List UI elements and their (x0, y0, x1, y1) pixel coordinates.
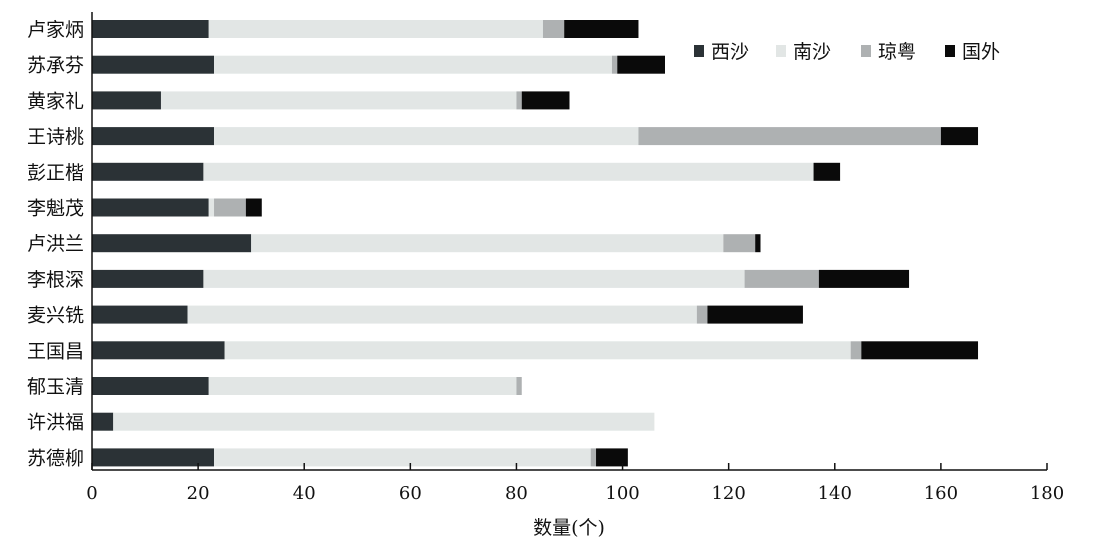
bar-10-segment-3 (850, 341, 862, 360)
category-label: 苏承芬 (27, 55, 84, 77)
bar-9-segment-1 (92, 305, 188, 324)
category-label: 卢洪兰 (27, 233, 84, 255)
category-label: 郁玉清 (27, 376, 84, 398)
bar-4-segment-3 (638, 127, 941, 146)
legend-label: 南沙 (793, 41, 831, 63)
bar-3-segment-2 (160, 91, 517, 110)
category-label: 麦兴铣 (27, 305, 84, 327)
x-tick-label: 120 (711, 483, 745, 504)
x-axis-title: 数量(个) (533, 517, 605, 539)
bar-13-segment-3 (590, 448, 597, 467)
legend-label: 琼粤 (878, 41, 916, 63)
bar-9-segment-4 (707, 305, 803, 324)
bars-layer (92, 20, 979, 467)
x-tick-label: 60 (399, 483, 422, 504)
bar-6-segment-1 (92, 198, 209, 217)
bar-6-segment-4 (245, 198, 262, 217)
category-label: 卢家炳 (27, 19, 84, 41)
bar-4-segment-4 (940, 127, 979, 146)
x-tick-label: 140 (818, 483, 852, 504)
legend-label: 西沙 (711, 41, 749, 63)
bar-7-segment-2 (251, 234, 724, 253)
bar-10-segment-4 (861, 341, 979, 360)
x-tick-label: 160 (924, 483, 958, 504)
x-tick-label: 0 (86, 483, 97, 504)
bar-1-segment-3 (542, 20, 565, 38)
bar-5-segment-4 (813, 162, 841, 181)
bar-13-segment-4 (596, 448, 628, 467)
legend-swatch-4 (945, 45, 955, 57)
bar-4-segment-2 (214, 127, 639, 146)
bar-7-segment-3 (723, 234, 756, 253)
category-label: 黄家礼 (27, 90, 84, 112)
bar-11-segment-2 (208, 377, 517, 395)
axes (91, 12, 1047, 471)
bar-9-segment-2 (187, 305, 697, 324)
bar-1-segment-1 (92, 20, 209, 38)
bar-9-segment-3 (696, 305, 708, 324)
bar-2-segment-1 (92, 55, 215, 74)
category-label: 李魁茂 (27, 198, 84, 220)
category-label: 王诗桃 (27, 126, 84, 148)
bar-2-segment-3 (611, 55, 618, 74)
bar-8-segment-4 (818, 269, 910, 288)
bar-4-segment-1 (92, 127, 215, 146)
bar-3-segment-3 (516, 91, 522, 110)
bar-8-segment-1 (92, 269, 204, 288)
x-ticks: 0 20 40 60 80 100 120 140 160 180 (86, 463, 1064, 504)
category-label: 王国昌 (27, 340, 84, 362)
bar-12-segment-1 (92, 412, 114, 431)
bar-12-segment-2 (113, 412, 655, 431)
bar-5-segment-2 (203, 162, 814, 181)
bar-6-segment-3 (214, 198, 246, 217)
category-label: 许洪福 (27, 412, 84, 434)
bar-11-segment-3 (516, 377, 522, 395)
x-tick-label: 180 (1030, 483, 1064, 504)
category-label: 苏德柳 (27, 447, 84, 469)
legend-swatch-3 (861, 45, 871, 57)
bar-1-segment-2 (208, 20, 543, 38)
category-label: 彭正楷 (27, 162, 84, 184)
x-tick-label: 80 (505, 483, 528, 504)
bar-2-segment-4 (617, 55, 665, 74)
bar-10-segment-2 (224, 341, 851, 360)
bar-7-segment-1 (92, 234, 252, 253)
legend-swatch-1 (694, 45, 704, 57)
bar-3-segment-4 (521, 91, 570, 110)
bar-3-segment-1 (92, 91, 161, 110)
bar-2-segment-2 (214, 55, 612, 74)
bar-13-segment-1 (92, 448, 215, 467)
bar-7-segment-4 (755, 234, 761, 253)
category-label: 李根深 (27, 269, 84, 291)
legend-swatch-2 (776, 45, 786, 57)
bar-1-segment-4 (564, 20, 639, 38)
bar-11-segment-1 (92, 377, 209, 395)
bar-13-segment-2 (214, 448, 591, 467)
bar-5-segment-1 (92, 162, 204, 181)
x-tick-label: 40 (293, 483, 316, 504)
bar-10-segment-1 (92, 341, 225, 360)
bar-8-segment-3 (744, 269, 819, 288)
bar-8-segment-2 (203, 269, 745, 288)
bar-6-segment-2 (208, 198, 215, 217)
legend-label: 国外 (962, 41, 1000, 63)
x-tick-label: 100 (605, 483, 639, 504)
x-tick-label: 20 (187, 483, 210, 504)
legend: 西沙 南沙 琼粤 国外 (694, 41, 1000, 63)
